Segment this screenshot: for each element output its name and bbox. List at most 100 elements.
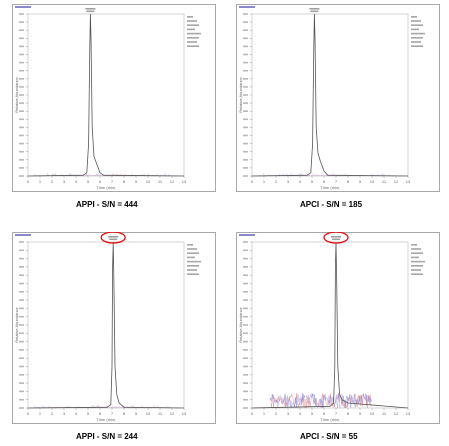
peak-label-mark [331, 236, 341, 238]
y-tick-label [243, 307, 248, 310]
annotation-text-mark [187, 28, 195, 31]
y-tick-label [243, 266, 248, 268]
y-tick-label [243, 407, 248, 409]
y-tick-label [243, 291, 248, 293]
y-tick-label [243, 299, 248, 301]
x-axis-label: Time (min) [321, 185, 341, 190]
x-tick-label: 2 [275, 179, 278, 184]
y-tick-label [19, 332, 24, 335]
y-tick-label [243, 53, 248, 56]
y-tick-label [19, 249, 24, 252]
x-tick-label: 10 [146, 411, 151, 416]
annotation-text-mark [187, 24, 199, 26]
y-tick-label [243, 390, 248, 393]
y-tick-label [19, 299, 24, 301]
y-tick-label [243, 110, 248, 112]
x-tick-label: 6 [323, 179, 326, 184]
peak-label-mark [309, 8, 320, 10]
caption-appi-244: APPI - S/N = 244 [76, 432, 138, 441]
caption-appi-444: APPI - S/N = 444 [76, 200, 138, 209]
x-tick-label: 8 [123, 179, 126, 184]
caption-apci-55: APCI - S/N = 55 [300, 432, 358, 441]
y-axis-label: Relative Abundance [14, 76, 19, 112]
y-tick-label [243, 21, 248, 23]
annotation-text-mark [187, 260, 201, 263]
y-tick-label [19, 175, 24, 177]
annotation-text-mark [187, 256, 195, 259]
y-tick-label [19, 37, 24, 40]
x-tick-label: 3 [287, 179, 290, 184]
x-tick-label: 4 [299, 411, 302, 416]
y-tick-label [243, 257, 248, 260]
y-tick-label [19, 365, 24, 368]
y-tick-label [243, 315, 248, 318]
chart-frame [12, 4, 216, 192]
y-tick-label [243, 29, 248, 31]
annotation-text-mark [187, 32, 201, 35]
x-tick-label: 11 [158, 411, 163, 416]
chromatogram-trace [251, 241, 409, 409]
y-tick-label [243, 94, 248, 96]
annotation-text-mark [187, 269, 197, 271]
x-tick-label: 12 [394, 179, 399, 184]
annotation-text-mark [187, 20, 197, 22]
chart-frame [236, 232, 440, 424]
chromatogram-panel-apci-1: 0 1 2 3 4 5 6 7 8 9 10 11 12 13 Time (min) Relative Abu… [236, 4, 440, 192]
annotation-text-mark [411, 269, 421, 271]
y-tick-label [19, 78, 24, 80]
x-tick-label: 8 [123, 411, 126, 416]
header-text-mark [239, 234, 255, 236]
chromatogram-panel-appi-1: 0 1 2 3 4 5 6 7 8 9 10 11 12 13 Time (min) Relative Abu… [12, 4, 216, 192]
y-tick-label [19, 21, 24, 23]
y-tick-label [243, 382, 248, 384]
y-tick-label [243, 374, 248, 376]
y-tick-label [243, 159, 248, 161]
peak-label-mark [86, 10, 95, 13]
x-tick-label: 3 [63, 179, 66, 184]
y-tick-label [243, 45, 248, 48]
annotation-text-mark [411, 41, 421, 43]
y-tick-label [19, 390, 24, 393]
x-tick-label: 3 [63, 411, 66, 416]
x-tick-label: 4 [75, 179, 78, 184]
y-tick-label [19, 150, 24, 153]
x-tick-label: 13 [182, 411, 187, 416]
x-tick-label: 7 [111, 179, 114, 184]
y-tick-label [19, 167, 24, 169]
annotation-text-mark [411, 256, 419, 259]
x-tick-label: 6 [99, 411, 102, 416]
x-tick-label: 7 [335, 179, 338, 184]
y-tick-label [19, 382, 24, 384]
y-tick-label [243, 365, 248, 368]
annotation-text-mark [411, 28, 419, 31]
y-tick-label [19, 110, 24, 112]
x-tick-label: 13 [182, 179, 187, 184]
y-tick-label [243, 332, 248, 335]
x-tick-label: 0 [251, 179, 254, 184]
x-tick-label: 0 [27, 411, 30, 416]
peak-label-mark [332, 238, 340, 241]
chart-frame [236, 4, 440, 192]
peak-label-mark [310, 10, 319, 13]
x-tick-label: 12 [170, 411, 175, 416]
x-tick-label: 5 [311, 411, 314, 416]
y-axis-label: Relative Abundance [14, 306, 19, 342]
x-tick-label: 13 [406, 179, 411, 184]
y-tick-label [19, 61, 24, 64]
x-tick-label: 1 [263, 411, 266, 416]
y-tick-label [19, 69, 24, 72]
x-tick-label: 12 [394, 411, 399, 416]
y-tick-label [19, 324, 24, 326]
annotation-text-mark [411, 32, 425, 35]
y-tick-label [19, 241, 24, 243]
y-tick-label [19, 159, 24, 161]
y-tick-label [19, 266, 24, 268]
annotation-text-mark [187, 265, 199, 267]
y-tick-label [19, 134, 24, 137]
y-tick-label [19, 349, 24, 351]
annotation-text-mark [187, 16, 193, 18]
x-tick-label: 6 [99, 179, 102, 184]
